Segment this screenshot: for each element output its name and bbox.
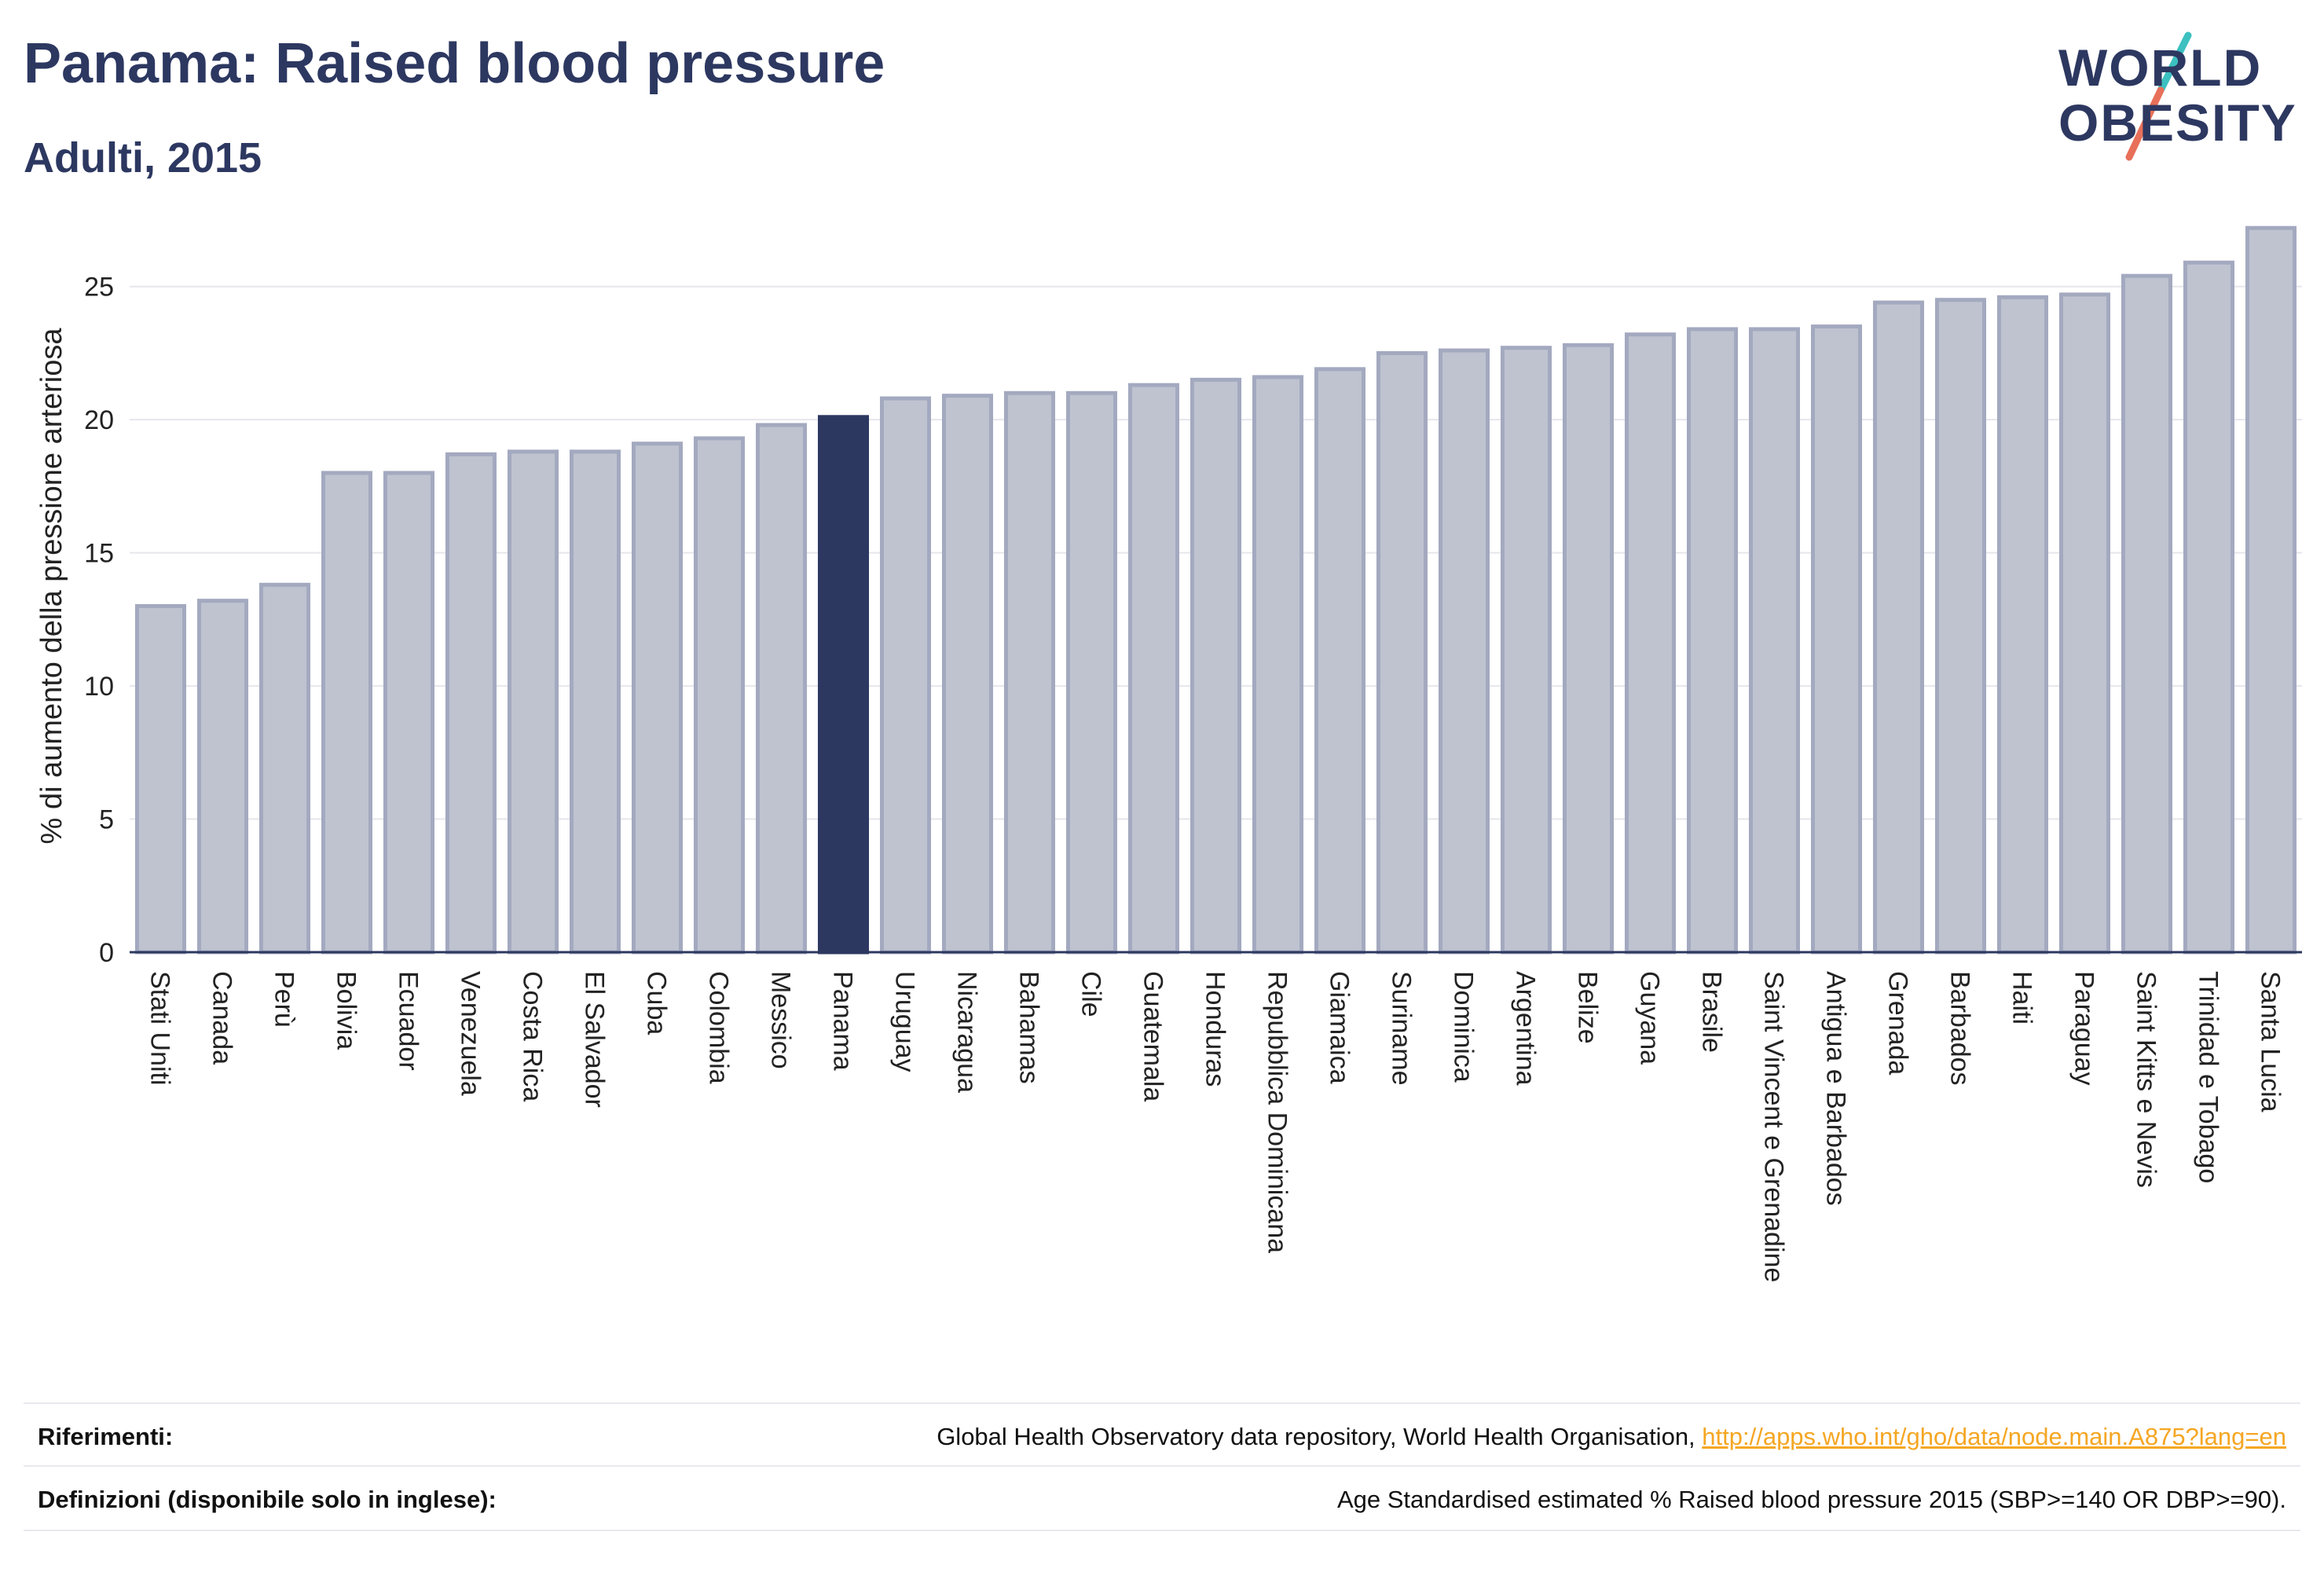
- x-tick-label: Argentina: [1511, 971, 1541, 1086]
- bar: [941, 394, 994, 955]
- y-tick-label: 20: [84, 405, 114, 435]
- bar: [258, 582, 311, 955]
- bar: [631, 442, 684, 955]
- y-tick-label: 10: [84, 672, 114, 702]
- x-tick-label: Honduras: [1200, 971, 1230, 1087]
- x-tick-label: Panama: [828, 971, 858, 1071]
- chart-subtitle: Adulti, 2015: [24, 134, 262, 181]
- bar: [1438, 348, 1490, 955]
- references-row: Riferimenti: Global Health Observatory d…: [24, 1402, 2300, 1467]
- bar: [2121, 273, 2173, 955]
- bar: [1748, 327, 1801, 955]
- x-tick-label: Trinidad e Tobago: [2194, 971, 2223, 1183]
- x-tick-label: Perù: [269, 971, 299, 1028]
- bar: [569, 449, 621, 955]
- definitions-value: Age Standardised estimated % Raised bloo…: [1336, 1486, 2286, 1513]
- x-tick-label: Uruguay: [890, 971, 920, 1072]
- definitions-row: Definizioni (disponibile solo in inglese…: [24, 1465, 2300, 1531]
- x-tick-label: Santa Lucia: [2256, 971, 2286, 1112]
- x-tick-label: Cuba: [642, 971, 672, 1035]
- references-label: Riferimenti:: [38, 1423, 174, 1450]
- x-tick-label: Messico: [766, 971, 796, 1069]
- bar: [507, 449, 559, 955]
- bar: [2183, 260, 2235, 955]
- bar: [879, 396, 932, 955]
- bar: [693, 436, 746, 955]
- x-tick-label: Canada: [207, 971, 237, 1065]
- x-tick-label: Venezuela: [456, 971, 486, 1096]
- bar: [1065, 390, 1118, 955]
- y-tick-label: 5: [99, 805, 114, 835]
- bar: [1252, 375, 1304, 955]
- bar: [2058, 292, 2111, 955]
- bar: [1376, 350, 1428, 955]
- x-tick-label: Giamaica: [1325, 971, 1354, 1084]
- bar-chart: 0 5 10 15 20 25 % di aumento della pressione a…: [35, 225, 2302, 1282]
- bar: [445, 452, 497, 955]
- logo-slash-icon: [2125, 31, 2192, 161]
- x-tick-label: Costa Rica: [518, 971, 548, 1101]
- bar: [1314, 367, 1366, 955]
- x-tick-label: Ecuador: [394, 971, 423, 1071]
- bar: [817, 415, 870, 955]
- definitions-label: Definizioni (disponibile solo in inglese…: [38, 1486, 497, 1513]
- bar: [1003, 390, 1056, 955]
- bar: [1996, 295, 2049, 955]
- x-tick-label: Saint Vincent e Grenadine: [1759, 971, 1789, 1282]
- bar: [1189, 377, 1242, 955]
- references-text: Global Health Observatory data repositor…: [937, 1423, 1703, 1450]
- logo-word-obesity: OBESITY: [2058, 93, 2297, 152]
- x-tick-label: Cile: [1076, 971, 1106, 1017]
- x-tick-label: Brasile: [1697, 971, 1727, 1053]
- x-tick-label: Nicaragua: [952, 971, 982, 1093]
- x-tick-label: Antigua e Barbados: [1821, 971, 1851, 1206]
- x-tick-label: Suriname: [1387, 971, 1417, 1086]
- x-tick-label: Bahamas: [1014, 971, 1044, 1084]
- x-tick-label: Haiti: [2007, 971, 2037, 1024]
- bar: [383, 471, 435, 955]
- world-obesity-logo: WORLD OBESITY: [2043, 31, 2302, 173]
- x-tick-label: Saint Kitts e Nevis: [2132, 971, 2161, 1188]
- y-tick-label: 15: [84, 539, 114, 569]
- x-tick-label: Guatemala: [1138, 971, 1168, 1101]
- chart-title: Panama: Raised blood pressure: [24, 32, 885, 95]
- x-tick-label: Barbados: [1945, 971, 1975, 1086]
- x-tick-label: Dominica: [1449, 971, 1479, 1083]
- bar: [321, 471, 373, 955]
- bar: [1562, 343, 1615, 955]
- x-tick-label: Grenada: [1883, 971, 1913, 1075]
- bar: [1127, 383, 1180, 955]
- bar: [2245, 225, 2297, 955]
- bar: [1934, 298, 1987, 955]
- x-tick-label: Guyana: [1635, 971, 1665, 1065]
- x-tick-label: Belize: [1573, 971, 1603, 1044]
- bar: [1686, 327, 1739, 955]
- references-link[interactable]: http://apps.who.int/gho/data/node.main.A…: [1702, 1423, 2286, 1450]
- bar: [1624, 332, 1677, 955]
- y-axis-label: % di aumento della pressione arteriosa: [35, 328, 68, 845]
- logo-word-world: WORLD: [2058, 38, 2263, 97]
- x-tick-label: Repubblica Dominicana: [1263, 971, 1292, 1253]
- bar: [1872, 300, 1925, 955]
- x-tick-label: El Salvador: [580, 971, 610, 1108]
- x-tick-label: Stati Uniti: [145, 971, 175, 1086]
- x-tick-label: Bolivia: [332, 971, 361, 1050]
- y-tick-label: 25: [84, 273, 114, 302]
- x-tick-label: Paraguay: [2069, 971, 2099, 1086]
- y-tick-label: 0: [99, 938, 114, 968]
- bar: [134, 603, 187, 955]
- bar: [196, 599, 249, 955]
- bar: [1810, 324, 1863, 955]
- bar: [1500, 346, 1552, 955]
- bar: [755, 423, 808, 955]
- x-tick-label: Colombia: [704, 971, 734, 1084]
- references-value: Global Health Observatory data repositor…: [937, 1423, 2286, 1451]
